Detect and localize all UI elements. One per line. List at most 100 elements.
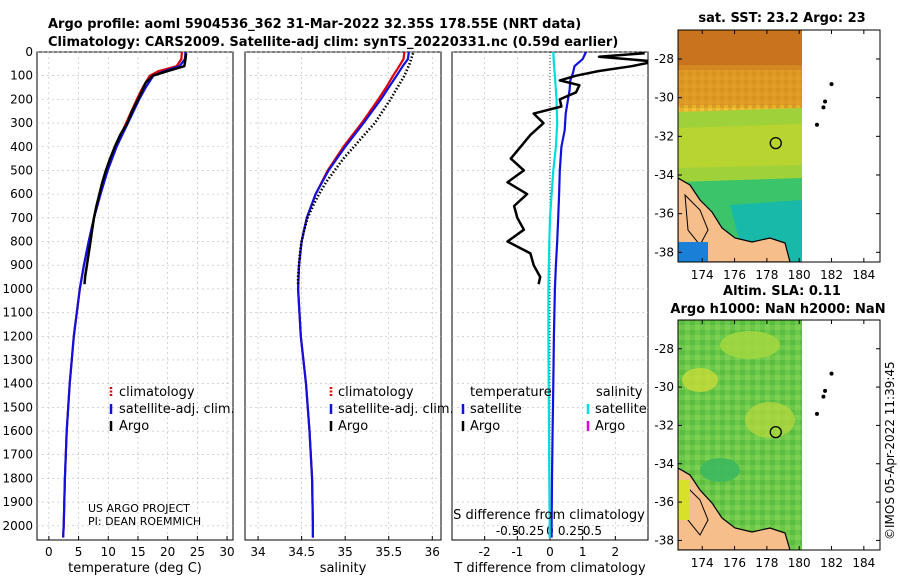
legend-argo-t-label: Argo	[470, 419, 500, 434]
map-x-tick-label-176: 176	[723, 556, 746, 570]
x-tick-label-30: 30	[219, 545, 234, 559]
previous-position-marker	[821, 394, 826, 399]
x-tick-label-20: 20	[160, 545, 175, 559]
salinity-axis-label: salinity	[320, 561, 367, 576]
sla-map-positions	[769, 371, 834, 439]
x-tick-label-0: 0	[546, 545, 554, 559]
legend-temperature-title: temperature	[470, 385, 552, 400]
project-pi: PI: DEAN ROEMMICH	[88, 515, 201, 528]
depth-tick-label-100: 100	[10, 69, 33, 83]
sst-map-title: sat. SST: 23.2 Argo: 23	[698, 11, 865, 26]
legend-sat-t-label: satellite	[470, 402, 522, 417]
map-x-tick-label-180: 180	[788, 556, 811, 570]
sst-map-area	[678, 30, 880, 262]
previous-position-marker	[814, 411, 819, 416]
previous-position-marker	[829, 371, 834, 376]
map-x-tick-label-180: 180	[788, 268, 811, 282]
x-tick-label-0: 0	[45, 545, 53, 559]
legend-climatology-label: climatology	[119, 385, 195, 400]
salinity-grid	[245, 51, 441, 540]
depth-tick-label-800: 800	[10, 235, 33, 249]
map-y-tick-label--34: -34	[654, 168, 674, 182]
legend-climatology-label: climatology	[338, 385, 414, 400]
x-tick-label-34.5: 34.5	[288, 545, 315, 559]
map-x-tick-label-184: 184	[852, 556, 875, 570]
previous-position-marker	[823, 99, 828, 104]
x-tick-label-25: 25	[190, 545, 205, 559]
legend-argo-label: Argo	[119, 419, 149, 434]
sst-map-frame	[677, 29, 881, 263]
imos-timestamp: ©IMOS 05-Apr-2022 11:39:45	[883, 361, 897, 540]
depth-tick-label-600: 600	[10, 187, 33, 201]
s-tick-label-0.25: 0.25	[558, 524, 585, 538]
x-tick-label-10: 10	[101, 545, 116, 559]
depth-tick-label-1600: 1600	[2, 424, 33, 438]
x-tick-label-1: 1	[579, 545, 587, 559]
salinity-panel	[244, 51, 442, 541]
s-tick-label--0.5: -0.5	[496, 524, 519, 538]
map-x-tick-label-178: 178	[755, 268, 778, 282]
legend-satellite-label: satellite-adj. clim.	[338, 402, 454, 417]
s-difference-axis-label: S difference from climatology	[453, 508, 645, 523]
temperature-axis-label: temperature (deg C)	[68, 561, 202, 576]
depth-tick-label-200: 200	[10, 92, 33, 106]
x-tick-label-36: 36	[425, 545, 440, 559]
depth-tick-label-1100: 1100	[2, 306, 33, 320]
depth-tick-labels: 0 100 200 300 400 500 600 700 800 900 1000 1100 1200…	[2, 45, 33, 533]
depth-tick-label-1900: 1900	[2, 495, 33, 509]
legend-salinity-title: salinity	[596, 385, 643, 400]
depth-tick-label-1400: 1400	[2, 377, 33, 391]
sst-map-ticks: 174 176 178 180 182 184 -28 -30 -32 -34 -36 -38	[654, 30, 880, 282]
map-y-tick-label--38: -38	[654, 245, 674, 259]
x-tick-label--2: -2	[479, 545, 491, 559]
series-line-argo	[296, 52, 415, 285]
series-line-argo	[83, 53, 188, 285]
legend-satellite-label: satellite-adj. clim.	[119, 402, 235, 417]
series-line-satellite-adj-clim-	[297, 52, 410, 538]
map-y-tick-label--28: -28	[654, 342, 674, 356]
sla-map-area	[678, 320, 880, 550]
t-difference-axis-label: T difference from climatology	[453, 561, 646, 576]
x-tick-label-2: 2	[612, 545, 620, 559]
map-y-tick-label--36: -36	[654, 495, 674, 509]
map-y-tick-label--30: -30	[654, 380, 674, 394]
x-tick-label-5: 5	[75, 545, 83, 559]
x-tick-label-35: 35	[338, 545, 353, 559]
temperature-legend: climatology satellite-adj. clim. Argo	[109, 385, 235, 434]
depth-tick-label-0: 0	[25, 45, 33, 59]
map-x-tick-label-184: 184	[852, 268, 875, 282]
map-y-tick-label--34: -34	[654, 457, 674, 471]
difference-legend: temperature salinity satellite Argo sate…	[461, 385, 647, 434]
sla-map-frame	[677, 319, 881, 551]
temperature-panel	[36, 51, 234, 541]
temperature-grid	[37, 51, 233, 540]
map-x-tick-label-178: 178	[755, 556, 778, 570]
depth-tick-label-500: 500	[10, 163, 33, 177]
depth-tick-label-900: 900	[10, 258, 33, 272]
sla-map-subtitle: Argo h1000: NaN h2000: NaN	[670, 302, 885, 317]
figure-subtitle: Climatology: CARS2009. Satellite-adj cli…	[48, 35, 618, 50]
t-difference-tick-labels: -2 -1 0 1 2	[479, 545, 619, 559]
depth-tick-label-1500: 1500	[2, 400, 33, 414]
sla-map-title: Altim. SLA: 0.11	[723, 284, 841, 299]
legend-argo-label: Argo	[338, 419, 368, 434]
series-line-satellite-s	[547, 52, 559, 538]
series-line-argo-t	[506, 52, 648, 285]
salinity-legend: climatology satellite-adj. clim. Argo	[329, 385, 454, 434]
depth-tick-label-400: 400	[10, 140, 33, 154]
map-x-tick-label-182: 182	[820, 268, 843, 282]
depth-tick-label-1300: 1300	[2, 353, 33, 367]
legend-sat-s-label: satellite	[595, 402, 647, 417]
sla-map-ticks: 174 176 178 180 182 184 -28 -30 -32 -34 -36 -38	[654, 320, 880, 570]
depth-tick-label-1800: 1800	[2, 471, 33, 485]
x-tick-label--1: -1	[511, 545, 523, 559]
previous-position-marker	[821, 105, 826, 110]
x-tick-label-15: 15	[130, 545, 145, 559]
x-tick-label-35.5: 35.5	[375, 545, 402, 559]
map-x-tick-label-174: 174	[691, 556, 714, 570]
depth-tick-label-1000: 1000	[2, 282, 33, 296]
figure-title: Argo profile: aoml 5904536_362 31-Mar-20…	[48, 17, 581, 32]
profile-position-marker	[769, 425, 782, 439]
salinity-tick-labels: 34 34.5 35 35.5 36	[250, 545, 440, 559]
depth-tick-label-700: 700	[10, 211, 33, 225]
